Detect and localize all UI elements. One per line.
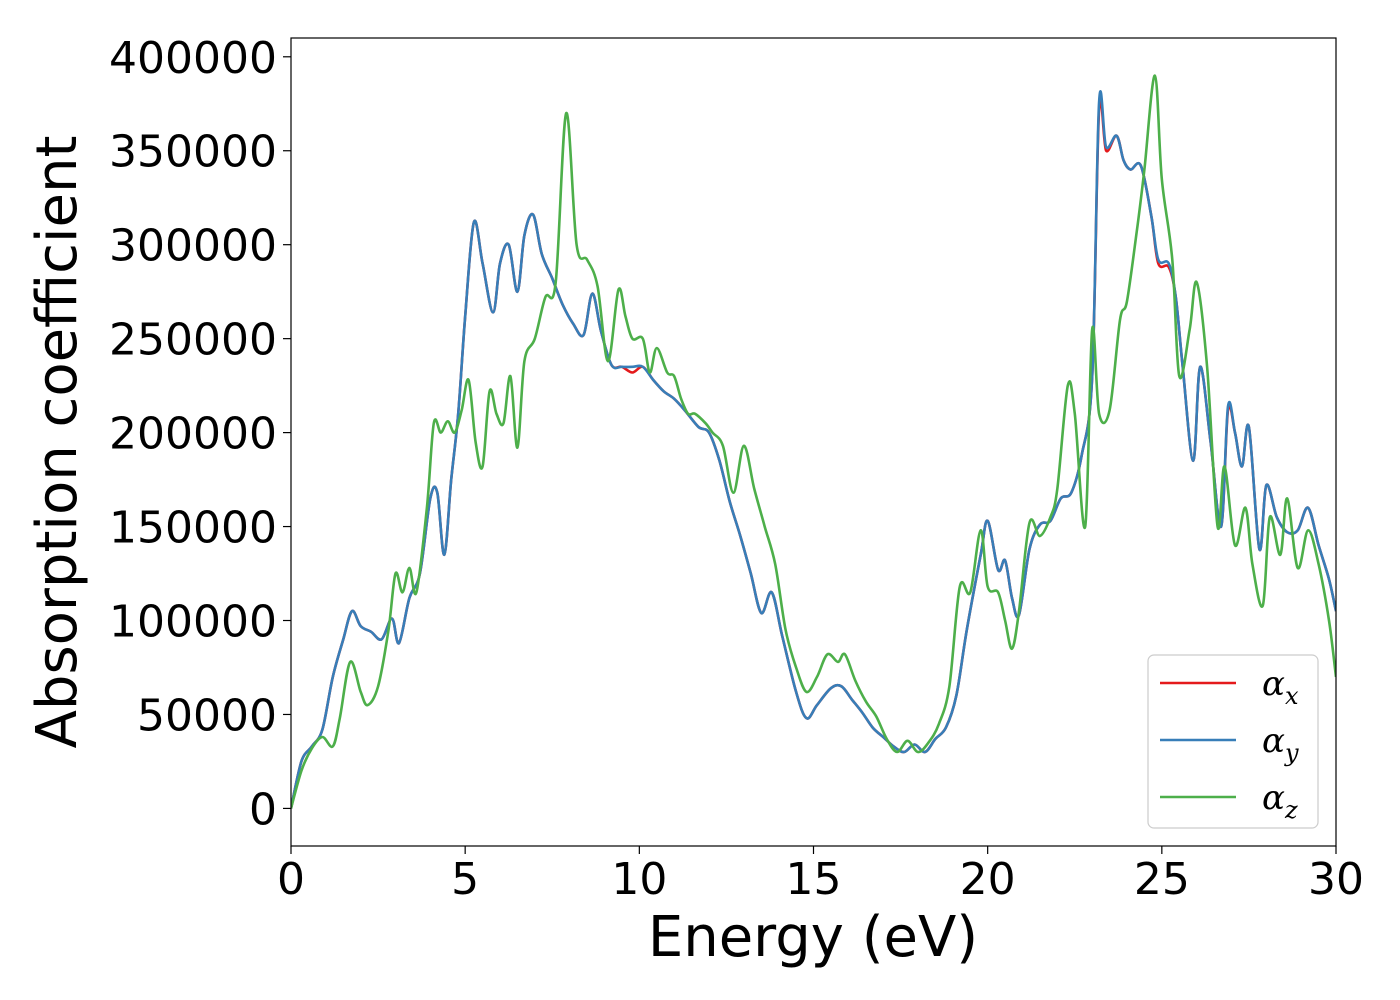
y-tick-label: 50000 <box>137 690 277 741</box>
x-tick-label: 0 <box>277 854 305 905</box>
y-tick-label: 400000 <box>109 33 277 84</box>
legend-label-z: αz <box>1262 778 1298 824</box>
plot-frame <box>290 37 1337 847</box>
legend-label-x: αx <box>1262 664 1299 710</box>
x-tick-label: 15 <box>786 854 842 905</box>
y-axis-label: Absorption coefficient <box>25 136 90 749</box>
x-tick-label: 25 <box>1134 854 1190 905</box>
y-axis-ticks: 0 50000 100000 150000 200000 250000 300000 3500… <box>109 33 291 835</box>
x-tick-label: 10 <box>611 854 667 905</box>
y-tick-label: 150000 <box>109 503 277 554</box>
x-tick-label: 5 <box>451 854 479 905</box>
legend: αx αy αz <box>1147 654 1319 829</box>
plot-area <box>291 74 1336 809</box>
y-tick-label: 300000 <box>109 221 277 272</box>
y-tick-label: 250000 <box>109 315 277 366</box>
y-tick-label: 350000 <box>109 127 277 178</box>
y-tick-label: 0 <box>249 784 277 835</box>
x-tick-label: 30 <box>1308 854 1364 905</box>
series-line-z <box>291 74 1336 809</box>
x-tick-label: 20 <box>960 854 1016 905</box>
y-tick-label: 100000 <box>109 597 277 648</box>
legend-box <box>1147 654 1319 829</box>
x-axis-label: Energy (eV) <box>648 905 978 970</box>
series-lines <box>291 74 1336 809</box>
legend-label-y: αy <box>1262 721 1299 767</box>
y-tick-label: 200000 <box>109 409 277 460</box>
x-axis-ticks: 0 5 10 15 20 25 30 <box>277 846 1364 905</box>
